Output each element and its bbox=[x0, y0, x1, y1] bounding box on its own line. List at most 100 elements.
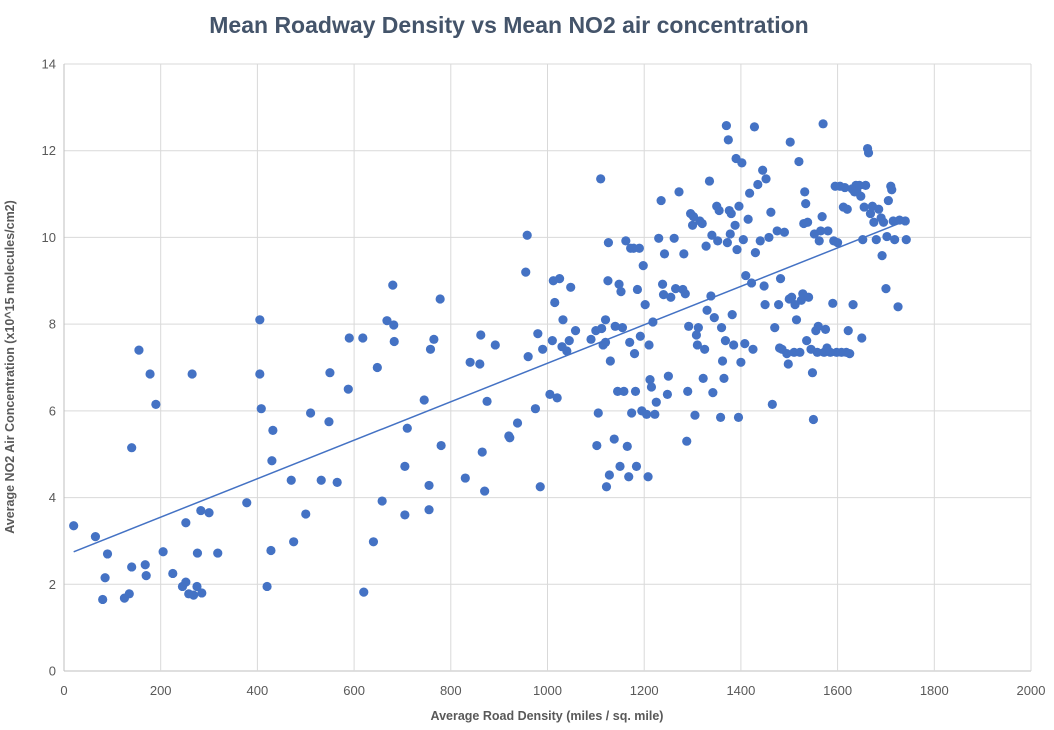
scatter-point bbox=[372, 362, 382, 373]
scatter-point bbox=[267, 456, 277, 466]
scatter-point bbox=[597, 323, 607, 334]
scatter-point bbox=[465, 357, 475, 367]
scatter-point bbox=[738, 234, 748, 245]
scatter-point bbox=[388, 280, 398, 290]
scatter-point bbox=[400, 510, 410, 520]
scatter-point bbox=[475, 359, 485, 369]
scatter-point bbox=[377, 496, 387, 506]
scatter-point bbox=[814, 236, 824, 246]
scatter-point bbox=[419, 395, 429, 405]
scatter-point bbox=[750, 248, 761, 258]
scatter-point bbox=[368, 537, 379, 547]
scatter-point bbox=[817, 212, 827, 222]
scatter-point bbox=[656, 195, 666, 206]
scatter-point bbox=[651, 397, 661, 407]
scatter-point bbox=[476, 330, 486, 340]
scatter-point bbox=[640, 300, 650, 310]
scatter-point bbox=[698, 373, 708, 383]
scatter-point bbox=[558, 315, 568, 325]
scatter-point bbox=[877, 251, 887, 261]
scatter-point bbox=[730, 220, 740, 230]
scatter-point bbox=[770, 323, 780, 333]
scatter-point bbox=[690, 410, 700, 420]
scatter-point bbox=[654, 233, 664, 243]
scatter-point bbox=[800, 187, 810, 197]
chart-title: Mean Roadway Density vs Mean NO2 air con… bbox=[209, 12, 809, 38]
scatter-point bbox=[706, 291, 716, 301]
scatter-point bbox=[530, 404, 541, 414]
scatter-point bbox=[616, 287, 626, 297]
scatter-point bbox=[630, 386, 641, 396]
scatter-point bbox=[204, 508, 214, 518]
scatter-point bbox=[701, 241, 711, 251]
x-tick-label: 800 bbox=[440, 683, 462, 698]
scatter-point bbox=[755, 236, 765, 246]
scatter-point bbox=[684, 321, 694, 331]
x-axis-label: Average Road Density (miles / sq. mile) bbox=[431, 709, 664, 723]
scatter-point bbox=[865, 208, 876, 219]
scatter-point bbox=[521, 267, 531, 277]
scatter-point bbox=[642, 409, 652, 419]
scatter-point bbox=[127, 443, 137, 453]
scatter-point bbox=[305, 408, 316, 418]
scatter-point bbox=[631, 461, 642, 471]
scatter-point bbox=[845, 349, 855, 359]
scatter-point bbox=[255, 369, 265, 379]
scatter-point bbox=[774, 300, 784, 310]
scatter-point bbox=[828, 298, 838, 308]
scatter-point bbox=[787, 292, 797, 302]
scatter-point bbox=[382, 316, 392, 326]
scatter-point bbox=[854, 180, 864, 190]
scatter-point bbox=[425, 344, 436, 354]
scatter-point bbox=[842, 204, 852, 214]
scatter-point bbox=[666, 292, 676, 302]
y-tick-label: 6 bbox=[49, 403, 56, 418]
scatter-point bbox=[90, 531, 101, 542]
scatter-point bbox=[893, 302, 903, 312]
scatter-point bbox=[749, 122, 760, 132]
scatter-point bbox=[629, 349, 640, 359]
scatter-point bbox=[268, 425, 278, 435]
scatter-point bbox=[646, 382, 657, 392]
y-tick-label: 4 bbox=[49, 490, 56, 505]
y-tick-label: 12 bbox=[42, 143, 56, 158]
scatter-point bbox=[801, 199, 811, 209]
scatter-point bbox=[848, 300, 858, 310]
scatter-point bbox=[127, 562, 137, 572]
scatter-point bbox=[697, 218, 707, 229]
scatter-point bbox=[424, 505, 434, 515]
scatter-point bbox=[759, 281, 769, 291]
scatter-point bbox=[733, 412, 744, 422]
scatter-point bbox=[816, 226, 826, 236]
scatter-point bbox=[213, 548, 223, 558]
scatter-point bbox=[753, 179, 763, 190]
scatter-point bbox=[644, 340, 654, 350]
scatter-point bbox=[634, 243, 644, 253]
scatter-point bbox=[659, 249, 670, 259]
scatter-point bbox=[737, 158, 747, 168]
x-tick-label: 1400 bbox=[726, 683, 755, 698]
data-points bbox=[69, 119, 911, 605]
scatter-point bbox=[856, 191, 866, 201]
scatter-point bbox=[344, 333, 354, 343]
scatter-point bbox=[181, 577, 191, 587]
scatter-point bbox=[674, 187, 684, 197]
scatter-point bbox=[643, 472, 653, 482]
scatter-point bbox=[662, 389, 673, 399]
scatter-point bbox=[615, 461, 625, 471]
scatter-point bbox=[389, 336, 399, 347]
scatter-point bbox=[535, 482, 545, 492]
scatter-point bbox=[619, 386, 629, 396]
scatter-point bbox=[719, 373, 729, 383]
scatter-point bbox=[614, 279, 624, 289]
scatter-point bbox=[734, 201, 744, 211]
scatter-point bbox=[316, 475, 326, 485]
scatter-point bbox=[741, 270, 751, 281]
scatter-point bbox=[622, 441, 632, 452]
scatter-point bbox=[460, 473, 470, 483]
scatter-point bbox=[803, 217, 813, 227]
x-tick-label: 1200 bbox=[630, 683, 659, 698]
scatter-point bbox=[490, 340, 500, 350]
scatter-point bbox=[692, 340, 702, 350]
scatter-point bbox=[522, 230, 532, 240]
